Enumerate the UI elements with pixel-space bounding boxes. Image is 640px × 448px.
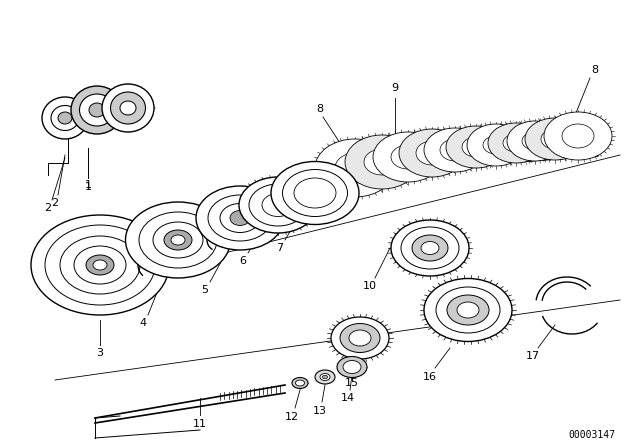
Text: 2: 2 bbox=[51, 198, 59, 208]
Ellipse shape bbox=[320, 374, 330, 380]
Ellipse shape bbox=[271, 161, 359, 224]
Ellipse shape bbox=[507, 121, 563, 161]
Ellipse shape bbox=[391, 220, 469, 276]
Ellipse shape bbox=[93, 260, 107, 270]
Text: 11: 11 bbox=[193, 419, 207, 429]
Ellipse shape bbox=[483, 136, 509, 154]
Ellipse shape bbox=[416, 141, 448, 165]
Ellipse shape bbox=[86, 255, 114, 275]
Text: 12: 12 bbox=[285, 412, 299, 422]
Ellipse shape bbox=[45, 225, 155, 305]
Ellipse shape bbox=[340, 323, 380, 353]
Ellipse shape bbox=[447, 295, 489, 325]
Ellipse shape bbox=[335, 153, 375, 183]
Ellipse shape bbox=[421, 241, 439, 254]
Ellipse shape bbox=[196, 186, 284, 250]
Text: 3: 3 bbox=[97, 348, 104, 358]
Ellipse shape bbox=[153, 222, 203, 258]
Ellipse shape bbox=[171, 235, 185, 245]
Text: 6: 6 bbox=[239, 256, 246, 266]
Text: 14: 14 bbox=[341, 393, 355, 403]
Ellipse shape bbox=[399, 129, 465, 177]
Ellipse shape bbox=[111, 92, 145, 124]
Ellipse shape bbox=[331, 317, 389, 359]
Text: 4: 4 bbox=[140, 318, 147, 328]
Text: 16: 16 bbox=[423, 372, 437, 382]
Ellipse shape bbox=[51, 105, 79, 130]
Ellipse shape bbox=[343, 361, 361, 374]
Ellipse shape bbox=[440, 139, 470, 161]
Ellipse shape bbox=[424, 279, 512, 341]
Ellipse shape bbox=[296, 380, 305, 386]
Ellipse shape bbox=[208, 195, 272, 241]
Text: 1: 1 bbox=[84, 180, 92, 190]
Ellipse shape bbox=[446, 126, 506, 168]
Ellipse shape bbox=[503, 134, 529, 152]
Text: 8: 8 bbox=[316, 104, 324, 114]
Ellipse shape bbox=[292, 378, 308, 388]
Ellipse shape bbox=[364, 149, 400, 175]
Text: 5: 5 bbox=[202, 285, 209, 295]
Ellipse shape bbox=[562, 124, 594, 148]
Polygon shape bbox=[335, 123, 598, 175]
Ellipse shape bbox=[139, 212, 217, 268]
Text: 17: 17 bbox=[526, 351, 540, 361]
Ellipse shape bbox=[294, 178, 336, 208]
Ellipse shape bbox=[74, 246, 126, 284]
Text: 8: 8 bbox=[591, 65, 598, 75]
Ellipse shape bbox=[220, 203, 260, 233]
Ellipse shape bbox=[249, 184, 307, 226]
Text: 1: 1 bbox=[84, 182, 92, 192]
Ellipse shape bbox=[31, 215, 169, 315]
Ellipse shape bbox=[345, 135, 419, 189]
Ellipse shape bbox=[424, 128, 486, 172]
Ellipse shape bbox=[71, 86, 123, 134]
Ellipse shape bbox=[391, 145, 425, 169]
Ellipse shape bbox=[373, 132, 443, 182]
Text: 10: 10 bbox=[363, 281, 377, 291]
Ellipse shape bbox=[58, 112, 72, 124]
Ellipse shape bbox=[401, 227, 459, 269]
Ellipse shape bbox=[323, 375, 328, 379]
Text: 00003147: 00003147 bbox=[568, 430, 615, 440]
Ellipse shape bbox=[337, 357, 367, 378]
Text: 9: 9 bbox=[392, 83, 399, 93]
Ellipse shape bbox=[522, 132, 548, 150]
Text: 15: 15 bbox=[345, 378, 359, 388]
Ellipse shape bbox=[125, 202, 230, 278]
Ellipse shape bbox=[60, 236, 140, 294]
Ellipse shape bbox=[525, 118, 585, 160]
Ellipse shape bbox=[120, 101, 136, 115]
Ellipse shape bbox=[349, 330, 371, 346]
Ellipse shape bbox=[262, 194, 294, 216]
Ellipse shape bbox=[164, 230, 192, 250]
Ellipse shape bbox=[488, 123, 544, 163]
Ellipse shape bbox=[89, 103, 105, 117]
Ellipse shape bbox=[412, 235, 448, 261]
Ellipse shape bbox=[436, 287, 500, 333]
Ellipse shape bbox=[315, 139, 395, 197]
Ellipse shape bbox=[467, 124, 525, 166]
Text: 2: 2 bbox=[44, 203, 52, 213]
Text: 7: 7 bbox=[276, 243, 284, 253]
Ellipse shape bbox=[239, 177, 317, 233]
Ellipse shape bbox=[102, 84, 154, 132]
Text: 13: 13 bbox=[313, 406, 327, 416]
Ellipse shape bbox=[541, 129, 569, 149]
Ellipse shape bbox=[457, 302, 479, 318]
Ellipse shape bbox=[42, 97, 88, 139]
Ellipse shape bbox=[79, 94, 115, 126]
Ellipse shape bbox=[462, 137, 490, 157]
Ellipse shape bbox=[315, 370, 335, 384]
Ellipse shape bbox=[544, 112, 612, 160]
Ellipse shape bbox=[230, 211, 250, 225]
Ellipse shape bbox=[282, 169, 348, 216]
